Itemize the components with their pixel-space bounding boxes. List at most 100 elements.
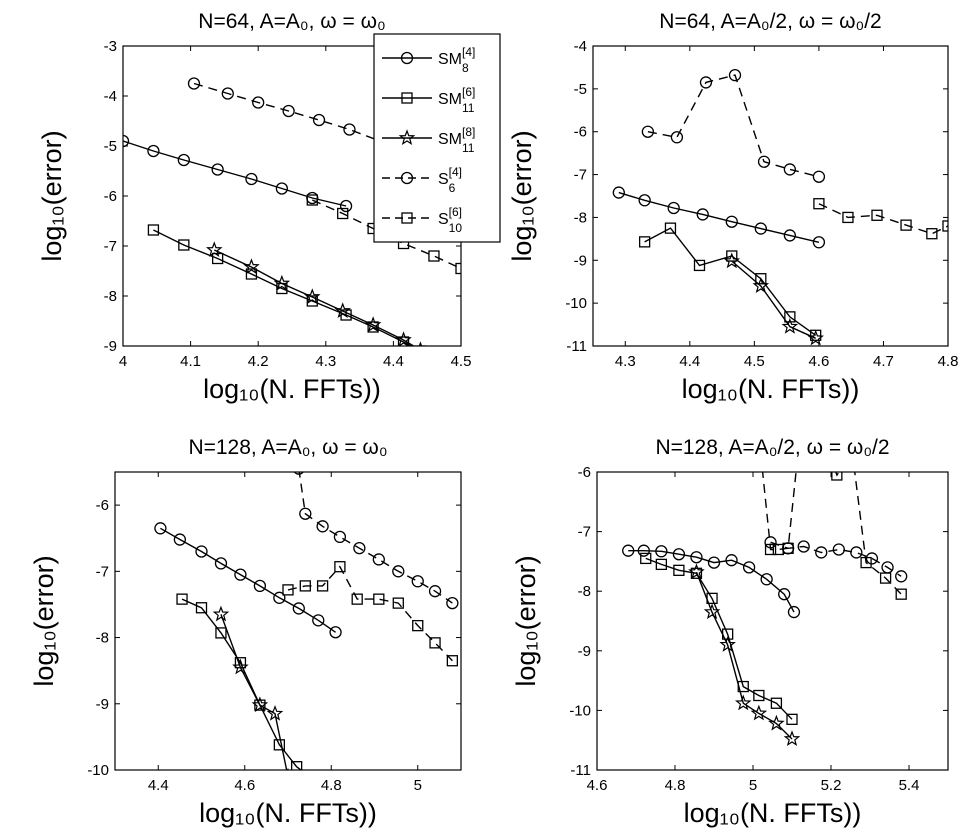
data-point <box>245 268 258 280</box>
data-point <box>752 277 770 294</box>
data-point <box>696 208 709 221</box>
data-point <box>446 596 459 610</box>
data-point <box>900 219 912 231</box>
axes-frame <box>114 471 462 771</box>
series-line <box>695 571 793 740</box>
data-point <box>703 603 721 620</box>
data-point <box>329 626 342 639</box>
data-point <box>211 163 224 176</box>
x-axis-label: log₁₀(N. FFTs)) <box>203 374 381 404</box>
x-axis-label: log₁₀(N. FFTs)) <box>682 374 860 404</box>
series-5 <box>306 194 461 275</box>
data-point <box>860 556 872 569</box>
series-line <box>153 229 413 346</box>
series-1 <box>154 522 342 639</box>
data-point <box>243 258 260 275</box>
data-point <box>813 198 825 210</box>
data-point <box>693 259 706 272</box>
data-point <box>343 123 356 136</box>
x-tick-label: 4.5 <box>744 353 765 370</box>
series-line <box>123 140 347 207</box>
data-point <box>664 222 677 234</box>
data-point <box>812 170 826 183</box>
data-point <box>303 288 321 305</box>
plot-area <box>612 68 948 346</box>
series-line <box>770 541 902 577</box>
panel-title: N=128, A=A₀/2, ω = ω₀/2 <box>655 436 889 459</box>
data-point <box>757 155 771 168</box>
series-4 <box>293 472 459 610</box>
legend-name: SM <box>438 51 462 68</box>
legend-marker <box>401 92 413 104</box>
data-point <box>392 597 404 609</box>
y-tick-label: -3 <box>104 38 117 55</box>
y-tick-label: -8 <box>574 209 587 226</box>
data-point <box>784 311 796 323</box>
data-point <box>299 580 311 592</box>
legend-entry: S[6] 10 <box>382 205 462 235</box>
data-point <box>734 694 752 711</box>
x-tick-label: 4.4 <box>148 777 169 794</box>
series-line <box>818 203 948 235</box>
legend-sup: [8] <box>462 125 475 139</box>
y-tick-label: -9 <box>104 338 117 355</box>
y-tick-label: -6 <box>96 497 109 514</box>
y-tick-label: -9 <box>96 696 109 713</box>
data-point <box>195 602 208 614</box>
data-point <box>282 104 295 118</box>
data-point <box>725 554 738 567</box>
x-axis-label: log₁₀(N. FFTs)) <box>199 798 377 828</box>
data-point <box>214 557 228 570</box>
series-line <box>220 614 288 770</box>
series-1 <box>622 544 801 619</box>
y-tick-label: -7 <box>574 167 587 184</box>
series-3 <box>688 563 801 747</box>
x-tick-label: 5.2 <box>821 777 842 794</box>
data-point <box>865 552 879 565</box>
legend-sup: [6] <box>462 85 475 99</box>
data-point <box>753 689 765 702</box>
data-point <box>428 585 442 598</box>
series-line <box>647 74 820 178</box>
legend-label: SM[6] 11 <box>438 85 475 115</box>
series-1 <box>612 186 826 249</box>
data-point <box>205 241 223 258</box>
data-point <box>123 134 130 148</box>
data-point <box>672 548 686 561</box>
data-point <box>429 637 441 649</box>
data-point <box>446 655 459 667</box>
data-point <box>707 556 721 569</box>
data-point <box>154 522 167 535</box>
y-axis-label: log₁₀(error) <box>29 555 59 686</box>
y-tick-label: -6 <box>578 464 591 481</box>
legend-label: S[4] 6 <box>438 165 462 195</box>
x-tick-label: 4.7 <box>873 353 894 370</box>
y-axis-label: log₁₀(error) <box>511 555 541 686</box>
plot-area <box>622 472 908 747</box>
data-point <box>147 144 160 158</box>
data-point <box>690 551 703 564</box>
series-3 <box>205 241 423 346</box>
series-5 <box>761 472 907 600</box>
series-5 <box>813 198 948 240</box>
data-point <box>612 186 625 199</box>
data-point <box>195 545 208 558</box>
data-point <box>234 568 247 581</box>
data-point <box>667 201 680 215</box>
x-tick-label: 5 <box>414 777 422 794</box>
data-point <box>428 250 440 262</box>
y-tick-label: -5 <box>574 81 587 98</box>
y-tick-label: -4 <box>574 38 587 55</box>
axes-frame <box>596 471 949 771</box>
x-tick-label: 4.4 <box>679 353 700 370</box>
data-point <box>879 572 892 584</box>
data-point <box>725 215 738 228</box>
x-axis-label: log₁₀(N. FFTs)) <box>684 798 862 828</box>
series-5 <box>282 561 459 667</box>
series-line <box>644 227 817 336</box>
data-point <box>690 567 703 579</box>
data-point <box>273 739 286 751</box>
data-point <box>306 295 318 307</box>
data-point <box>768 714 785 731</box>
data-point <box>305 772 315 782</box>
